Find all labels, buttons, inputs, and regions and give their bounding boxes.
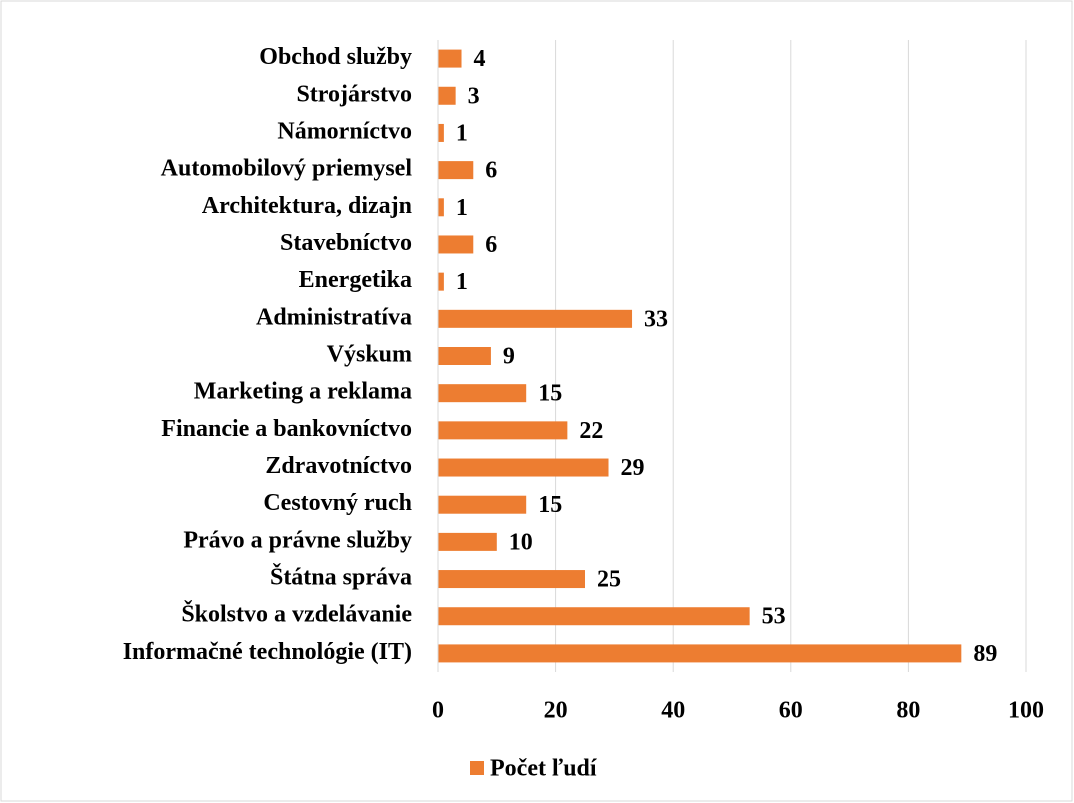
data-label: 1	[456, 195, 468, 221]
y-tick-label: Právo a právne služby	[183, 527, 412, 553]
x-tick-label: 100	[1008, 698, 1044, 724]
data-label: 6	[485, 232, 497, 258]
bar	[438, 161, 474, 180]
y-tick-label: Štátna správa	[270, 564, 412, 591]
y-tick-label: Stavebníctvo	[280, 230, 412, 256]
bar	[438, 495, 527, 514]
bar	[438, 123, 444, 142]
data-label: 1	[456, 120, 468, 146]
y-tick-label: Automobilový priemysel	[161, 156, 413, 182]
y-tick-label: Architektura, dizajn	[202, 193, 412, 219]
bar	[438, 309, 633, 328]
legend-swatch	[470, 761, 484, 775]
x-tick-label: 0	[432, 698, 444, 724]
y-tick-label: Strojárstvo	[296, 81, 412, 107]
data-label: 25	[597, 567, 621, 593]
bar	[438, 644, 962, 663]
data-label: 10	[509, 529, 533, 555]
y-tick-label: Financie a bankovníctvo	[161, 416, 412, 442]
bar	[438, 198, 444, 217]
data-label: 1	[456, 269, 468, 295]
y-tick-label: Administratíva	[256, 304, 412, 330]
y-tick-label: Zdravotníctvo	[265, 453, 412, 479]
data-label: 6	[485, 158, 497, 184]
bar	[438, 421, 568, 440]
data-label: 29	[621, 455, 645, 481]
y-tick-label: Obchod služby	[259, 44, 412, 70]
bar	[438, 86, 456, 105]
y-tick-label: Informačné technológie (IT)	[123, 639, 412, 665]
data-label: 4	[474, 46, 486, 72]
bar	[438, 570, 585, 589]
y-tick-label: Námorníctvo	[277, 118, 412, 144]
data-label: 9	[503, 344, 515, 370]
data-label: 15	[538, 381, 562, 407]
x-tick-label: 40	[661, 698, 685, 724]
x-tick-label: 80	[896, 698, 920, 724]
data-label: 33	[644, 306, 668, 332]
bar	[438, 49, 462, 68]
x-tick-label: 60	[779, 698, 803, 724]
bar	[438, 607, 750, 626]
y-tick-label: Výskum	[327, 342, 412, 368]
y-tick-label: Energetika	[299, 267, 412, 293]
bar	[438, 347, 491, 365]
legend-label: Počet ľudí	[490, 756, 597, 782]
bar	[438, 384, 527, 403]
data-label: 15	[538, 492, 562, 518]
data-label: 3	[468, 83, 480, 109]
bar	[438, 235, 474, 254]
bar	[438, 458, 609, 477]
data-label: 89	[973, 641, 997, 667]
bar	[438, 532, 497, 551]
bar	[438, 272, 444, 291]
y-tick-label: Marketing a reklama	[194, 379, 412, 405]
x-tick-label: 20	[544, 698, 568, 724]
y-tick-label: Cestovný ruch	[263, 490, 412, 516]
y-tick-label: Školstvo a vzdelávanie	[181, 601, 412, 628]
data-label: 22	[579, 418, 603, 444]
data-label: 53	[762, 604, 786, 630]
